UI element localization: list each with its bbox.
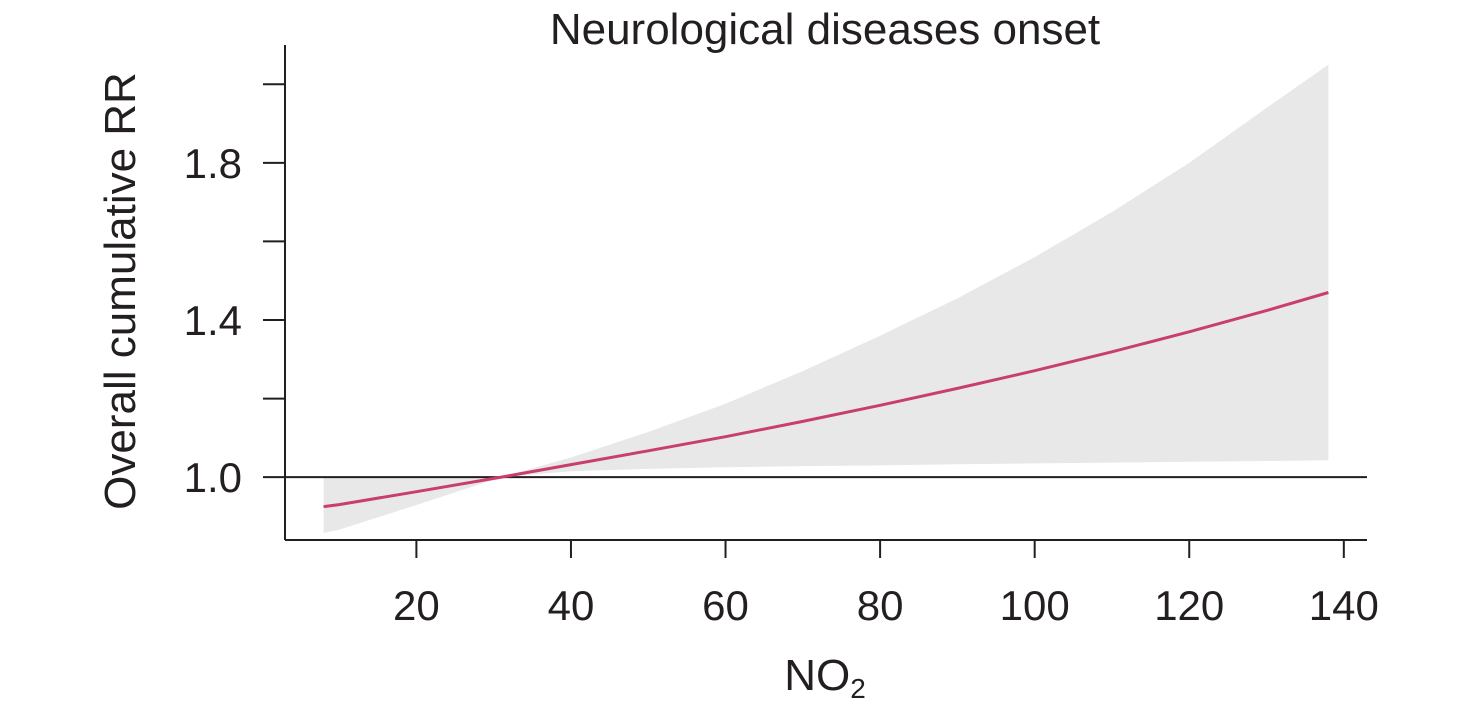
x-axis-label: NO2 [784, 651, 866, 704]
y-tick-label: 1.0 [184, 454, 242, 501]
axes: 20 40 60 80 100 120 140 1.0 1.4 1.8 [184, 45, 1379, 629]
plot-area [285, 64, 1367, 533]
x-tick-label: 120 [1154, 582, 1224, 629]
y-tick-label: 1.8 [184, 140, 242, 187]
x-tick-label: 20 [393, 582, 440, 629]
x-tick-label: 100 [1000, 582, 1070, 629]
y-tick-label: 1.4 [184, 297, 242, 344]
x-tick-label: 60 [702, 582, 749, 629]
series-line [323, 291, 1329, 509]
y-axis-label: Overall cumulative RR [96, 72, 145, 510]
chart-title: Neurological diseases onset [550, 5, 1100, 54]
x-axis-label-base: NO [784, 651, 850, 700]
x-axis-label-subscript: 2 [850, 673, 866, 704]
x-tick-label: 40 [548, 582, 595, 629]
x-tick-label: 140 [1309, 582, 1379, 629]
confidence-band [323, 64, 1329, 533]
x-tick-label: 80 [857, 582, 904, 629]
